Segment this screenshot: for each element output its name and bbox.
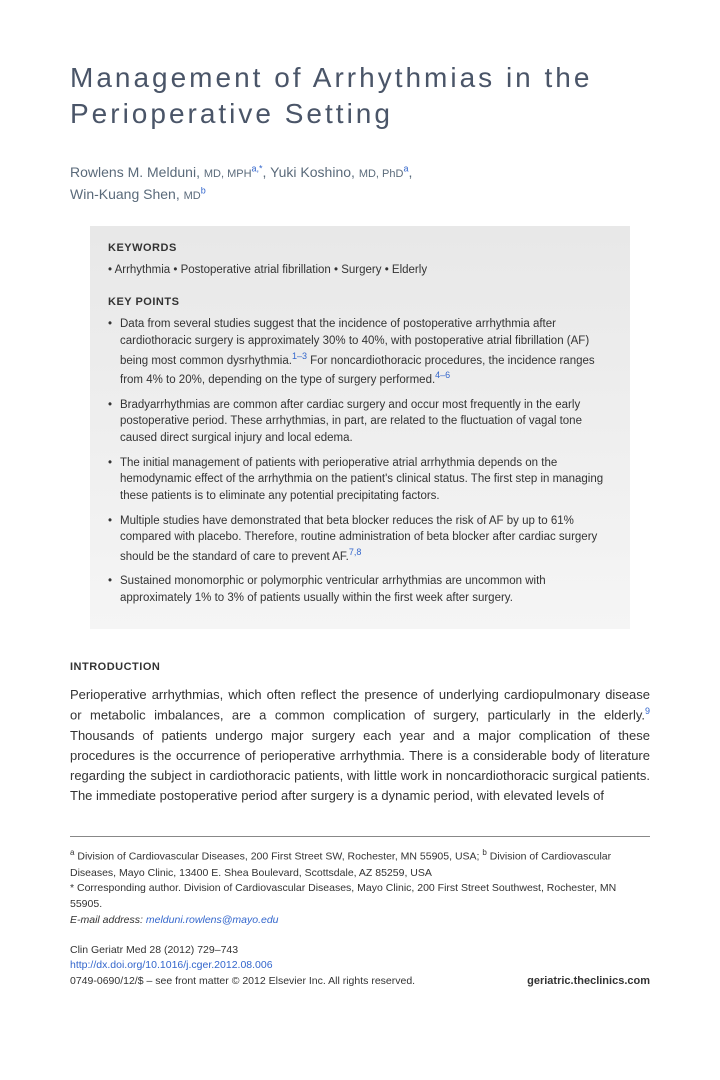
keypoints-heading: KEY POINTS: [108, 294, 612, 311]
keypoint-item: Multiple studies have demonstrated that …: [108, 513, 612, 566]
journal-site: geriatric.theclinics.com: [527, 973, 650, 990]
authors-block: Rowlens M. Melduni, MD, MPHa,*, Yuki Kos…: [70, 161, 650, 206]
author-1: Rowlens M. Melduni, MD, MPHa,*: [70, 164, 263, 180]
affiliations-block: a Division of Cardiovascular Diseases, 2…: [70, 847, 650, 928]
keypoint-item: Sustained monomorphic or polymorphic ven…: [108, 573, 612, 606]
author-3: Win-Kuang Shen, MDb: [70, 186, 206, 202]
keypoint-item: The initial management of patients with …: [108, 455, 612, 505]
footer: Clin Geriatr Med 28 (2012) 729–743 http:…: [70, 943, 650, 990]
article-title: Management of Arrhythmias in the Periope…: [70, 60, 650, 133]
author-2: Yuki Koshino, MD, PhDa: [270, 164, 408, 180]
keypoint-item: Data from several studies suggest that t…: [108, 316, 612, 388]
introduction-heading: INTRODUCTION: [70, 659, 650, 676]
keypoint-item: Bradyarrhythmias are common after cardia…: [108, 397, 612, 447]
doi-link[interactable]: http://dx.doi.org/10.1016/j.cger.2012.08…: [70, 959, 273, 971]
footer-left: Clin Geriatr Med 28 (2012) 729–743 http:…: [70, 943, 415, 990]
keywords-heading: KEYWORDS: [108, 240, 612, 257]
info-box: KEYWORDS • Arrhythmia • Postoperative at…: [90, 226, 630, 629]
keywords-list: • Arrhythmia • Postoperative atrial fibr…: [108, 262, 612, 279]
email-link[interactable]: melduni.rowlens@mayo.edu: [146, 914, 279, 926]
introduction-paragraph: Perioperative arrhythmias, which often r…: [70, 685, 650, 806]
keypoints-list: Data from several studies suggest that t…: [108, 316, 612, 607]
affiliation-divider: [70, 836, 650, 837]
